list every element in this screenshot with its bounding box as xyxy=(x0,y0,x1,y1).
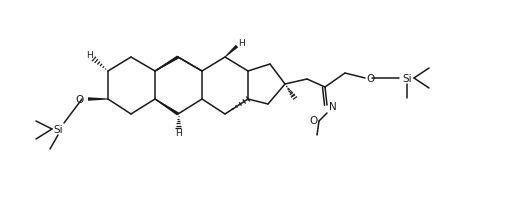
Text: Si: Si xyxy=(53,124,63,134)
Polygon shape xyxy=(225,45,238,58)
Text: H: H xyxy=(174,128,182,137)
Text: H: H xyxy=(239,39,245,48)
Text: O: O xyxy=(366,74,374,84)
Text: O: O xyxy=(310,115,318,125)
Text: Si: Si xyxy=(402,74,412,84)
Text: H: H xyxy=(86,51,92,60)
Polygon shape xyxy=(155,99,179,116)
Polygon shape xyxy=(88,98,108,101)
Polygon shape xyxy=(155,56,179,72)
Text: N: N xyxy=(329,101,337,112)
Text: O: O xyxy=(76,95,84,104)
